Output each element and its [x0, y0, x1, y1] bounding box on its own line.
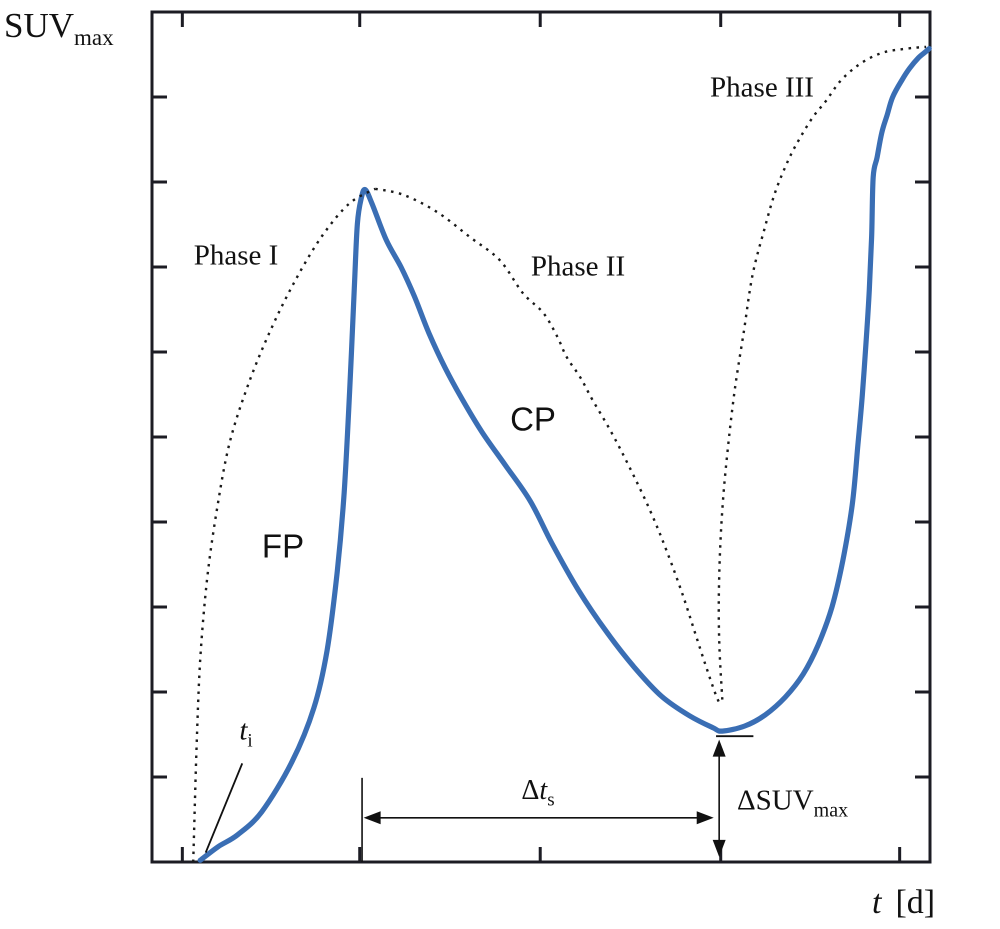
y-axis-label-sub: max — [74, 25, 114, 50]
x-axis-label-var: t — [872, 884, 882, 921]
delta-suvmax-sub: max — [813, 799, 849, 822]
phase3-envelope-curve — [717, 45, 927, 700]
x-axis-label: t [d] — [872, 886, 935, 920]
phase1-label: Phase I — [193, 239, 279, 272]
fp-label: FP — [261, 527, 305, 565]
phase1-envelope-curve — [192, 187, 376, 863]
delta-suvmax-top-arrowhead — [712, 739, 726, 757]
ti-callout-line — [204, 763, 244, 853]
x-axis-label-unit: [d] — [895, 884, 936, 921]
delta-suvmax-label: ΔSUVmax — [737, 784, 848, 820]
delta-suvmax-bottom-arrowhead — [712, 839, 726, 857]
plot-frame — [150, 10, 932, 864]
phase3-label: Phase III — [710, 71, 814, 104]
ti-label: ti — [239, 714, 252, 750]
delta-ts-label: Δts — [521, 775, 554, 810]
y-axis-label: SUVmax — [4, 6, 114, 49]
ti-label-var: t — [239, 714, 248, 747]
phase2-label: Phase II — [530, 250, 626, 283]
y-axis-label-main: SUV — [4, 6, 75, 45]
delta-suvmax-delta: Δ — [737, 784, 756, 817]
cp-label: CP — [510, 400, 556, 438]
ti-label-sub: i — [247, 730, 253, 752]
delta-ts-delta: Δ — [521, 775, 540, 806]
suvmax-curve — [197, 46, 932, 863]
delta-ts-sub: s — [547, 789, 555, 811]
delta-ts-right-arrowhead — [696, 811, 714, 825]
delta-ts-left-arrowhead — [363, 811, 381, 825]
delta-suvmax-main: SUV — [755, 784, 814, 817]
delta-ts-var: t — [539, 775, 548, 806]
